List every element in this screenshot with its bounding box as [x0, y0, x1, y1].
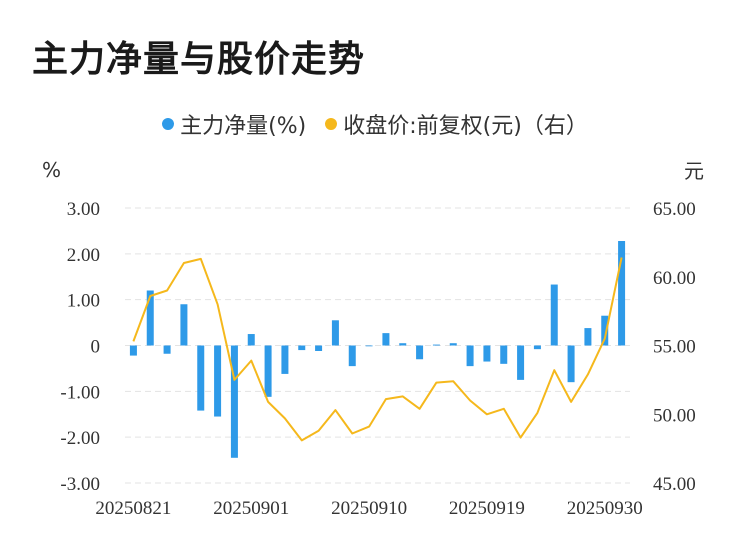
net-volume-bar — [146, 290, 154, 346]
net-volume-bar — [298, 345, 306, 351]
left-tick-label: -3.00 — [60, 474, 100, 495]
legend: 主力净量(%) 收盘价:前复权(元)（右） — [0, 108, 750, 140]
close-price-polyline — [132, 257, 623, 442]
net-volume-bar — [483, 345, 491, 362]
left-axis-unit: % — [42, 158, 61, 182]
net-volume-bar — [247, 334, 255, 346]
left-tick-label: -2.00 — [60, 428, 100, 449]
x-axis-ticks: 20250821 20250901 20250910 20250919 20250930 — [95, 498, 642, 519]
net-volume-bar — [315, 345, 323, 351]
left-tick-label: -1.00 — [60, 382, 100, 403]
x-tick-label: 20250910 — [331, 498, 407, 519]
legend-item-close-price[interactable]: 收盘价:前复权(元)（右） — [325, 108, 588, 140]
x-tick-label: 20250930 — [567, 498, 643, 519]
net-volume-bar — [348, 345, 356, 367]
net-volume-bar — [601, 315, 609, 346]
net-volume-bar — [214, 345, 222, 417]
right-tick-label: 60.00 — [653, 268, 696, 289]
right-axis-ticks: 65.00 60.00 55.00 50.00 45.00 — [653, 199, 696, 495]
net-volume-bar — [449, 343, 457, 346]
legend-label-net-volume: 主力净量(%) — [180, 114, 307, 139]
left-tick-label: 2.00 — [67, 245, 100, 266]
right-axis-unit: 元 — [684, 159, 704, 183]
net-volume-bar — [399, 343, 407, 346]
net-volume-bar — [281, 345, 289, 374]
net-volume-bar — [365, 345, 373, 347]
x-tick-label: 20250821 — [95, 498, 171, 519]
close-price-line — [132, 257, 623, 442]
net-volume-bar — [129, 345, 137, 356]
net-volume-bar — [180, 304, 188, 346]
x-tick-label: 20250919 — [449, 498, 525, 519]
net-volume-bar — [331, 320, 339, 346]
left-tick-label: 0 — [91, 337, 101, 358]
net-volume-bar — [500, 345, 508, 364]
net-volume-bar — [416, 345, 424, 360]
legend-dot-close-price — [325, 118, 338, 130]
right-tick-label: 45.00 — [653, 474, 696, 495]
net-volume-bar — [550, 284, 558, 346]
net-volume-bar — [264, 345, 272, 397]
net-volume-bar — [230, 345, 238, 458]
x-tick-label: 20250901 — [213, 498, 289, 519]
net-volume-bar — [432, 344, 440, 346]
net-volume-bars — [129, 241, 626, 458]
left-tick-label: 1.00 — [67, 291, 100, 312]
right-tick-label: 65.00 — [653, 199, 696, 220]
legend-label-close-price: 收盘价:前复权(元)（右） — [343, 114, 588, 139]
net-volume-bar — [466, 345, 474, 367]
left-axis-ticks: 3.00 2.00 1.00 0 -1.00 -2.00 -3.00 — [60, 199, 100, 495]
legend-dot-net-volume — [162, 118, 175, 130]
net-volume-bar — [197, 345, 205, 411]
right-tick-label: 50.00 — [653, 405, 696, 426]
net-volume-bar — [533, 345, 541, 350]
net-volume-bar — [382, 333, 390, 346]
net-volume-bar — [618, 241, 626, 346]
net-volume-bar — [517, 345, 525, 380]
net-volume-bar — [584, 328, 592, 346]
left-tick-label: 3.00 — [67, 199, 100, 220]
chart-title: 主力净量与股价走势 — [32, 39, 366, 80]
net-volume-bar — [163, 345, 171, 354]
net-volume-bar — [567, 345, 575, 383]
grid-lines — [125, 207, 630, 484]
right-tick-label: 55.00 — [653, 337, 696, 358]
legend-item-net-volume[interactable]: 主力净量(%) — [162, 108, 306, 140]
